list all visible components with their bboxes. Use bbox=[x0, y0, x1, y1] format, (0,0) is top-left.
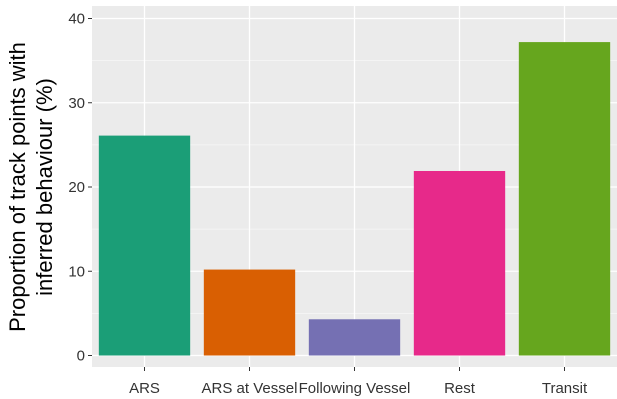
bar-transit bbox=[518, 42, 611, 356]
bar-ars bbox=[98, 135, 191, 356]
x-tick-label: ARS bbox=[129, 380, 160, 397]
y-tick-label: 20 bbox=[68, 179, 85, 196]
y-tick-label: 30 bbox=[68, 95, 85, 112]
y-tick-label: 40 bbox=[68, 11, 85, 28]
x-tick-label: Following Vessel bbox=[299, 380, 411, 397]
x-axis: ARS ARS at Vessel Following Vessel Rest Tran… bbox=[129, 367, 588, 397]
y-axis-title-line-1: Proportion of track points with bbox=[5, 42, 30, 332]
x-tick-label: Transit bbox=[542, 380, 588, 397]
y-tick-label: 0 bbox=[77, 348, 85, 365]
y-axis: 0 10 20 30 40 bbox=[68, 11, 92, 365]
bar-ars-at-vessel bbox=[203, 269, 296, 356]
y-axis-title-line-2: inferred behaviour (%) bbox=[32, 78, 57, 296]
bar-rest bbox=[413, 170, 506, 356]
x-tick-label: Rest bbox=[444, 380, 476, 397]
bar-following-vessel bbox=[308, 319, 401, 356]
bars bbox=[98, 42, 611, 356]
y-tick-label: 10 bbox=[68, 263, 85, 280]
x-tick-label: ARS at Vessel bbox=[202, 380, 298, 397]
